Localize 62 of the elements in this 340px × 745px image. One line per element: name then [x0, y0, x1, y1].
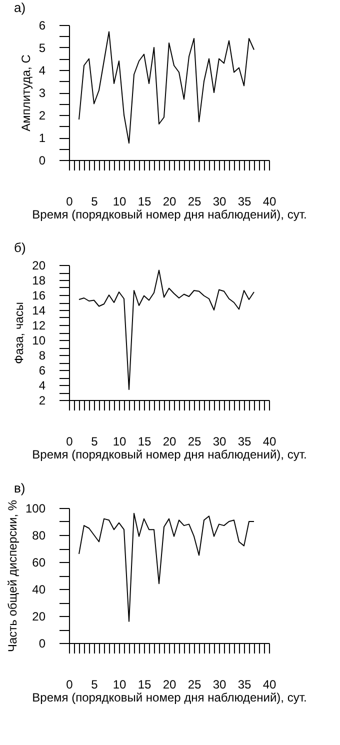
x-tick-label: 5 — [91, 434, 98, 448]
y-tick-label: 3 — [38, 86, 46, 100]
x-axis-title: Время (порядковый номер дня наблюдений), сут. — [32, 690, 307, 704]
x-tick-label: 10 — [112, 434, 126, 448]
y-tick-label: 2 — [38, 394, 46, 408]
x-tick-label: 0 — [66, 678, 74, 692]
x-tick-label: 20 — [162, 678, 176, 692]
y-tick-label: 80 — [32, 528, 46, 542]
x-tick-label: 35 — [238, 678, 252, 692]
x-tick-label: 40 — [262, 194, 276, 208]
x-tick-label: 5 — [91, 678, 98, 692]
x-tick-label: 35 — [238, 194, 252, 208]
y-axis-title: Амплитуда, С — [18, 54, 33, 132]
x-tick-label: 25 — [188, 194, 202, 208]
y-tick-label: 4 — [38, 64, 46, 78]
y-axis-title: Часть общей дисперсии, % — [5, 500, 20, 652]
x-tick-label: 25 — [188, 678, 202, 692]
x-axis-title: Время (порядковый номер дня наблюдений), сут. — [32, 208, 307, 222]
chart-title: а) — [14, 0, 26, 15]
y-tick-label: 20 — [32, 258, 46, 272]
line-series — [78, 270, 254, 390]
y-tick-label: 8 — [38, 348, 46, 362]
x-tick-label: 40 — [262, 434, 276, 448]
y-tick-label: 6 — [38, 364, 46, 378]
x-tick-label: 15 — [138, 194, 152, 208]
y-tick-label: 1 — [38, 131, 46, 145]
y-tick-label: 4 — [38, 378, 46, 392]
x-tick-label: 5 — [91, 194, 98, 208]
x-tick-label: 20 — [162, 434, 176, 448]
y-tick-label: 12 — [32, 318, 46, 332]
line-series — [78, 31, 254, 144]
y-tick-label: 2 — [38, 108, 46, 122]
y-tick-label: 0 — [38, 154, 46, 168]
y-tick-label: 14 — [32, 304, 46, 318]
line-series — [78, 512, 254, 622]
y-tick-label: 16 — [32, 288, 46, 302]
x-tick-label: 10 — [112, 194, 126, 208]
y-tick-label: 20 — [32, 610, 46, 624]
y-tick-label: 0 — [38, 636, 46, 650]
x-tick-label: 0 — [66, 434, 74, 448]
x-tick-label: 35 — [238, 434, 252, 448]
x-tick-label: 20 — [162, 194, 176, 208]
y-axis-title: Фаза, часы — [12, 302, 26, 364]
y-tick-label: 6 — [38, 18, 46, 32]
x-tick-label: 25 — [188, 434, 202, 448]
x-tick-label: 30 — [212, 194, 226, 208]
y-tick-label: 5 — [38, 41, 46, 55]
y-tick-label: 40 — [32, 582, 46, 596]
x-tick-label: 10 — [112, 678, 126, 692]
x-axis-title: Время (порядковый номер дня наблюдений), сут. — [32, 448, 307, 462]
x-tick-label: 40 — [262, 678, 276, 692]
x-tick-label: 15 — [138, 434, 152, 448]
x-tick-label: 0 — [66, 194, 74, 208]
y-tick-label: 18 — [32, 274, 46, 288]
y-tick-label: 10 — [32, 334, 46, 348]
x-tick-label: 15 — [138, 678, 152, 692]
y-tick-label: 60 — [32, 556, 46, 570]
x-tick-label: 30 — [212, 678, 226, 692]
chart-title: б) — [14, 240, 26, 255]
y-tick-label: 100 — [25, 502, 46, 516]
x-tick-label: 30 — [212, 434, 226, 448]
chart-title: в) — [14, 480, 26, 496]
